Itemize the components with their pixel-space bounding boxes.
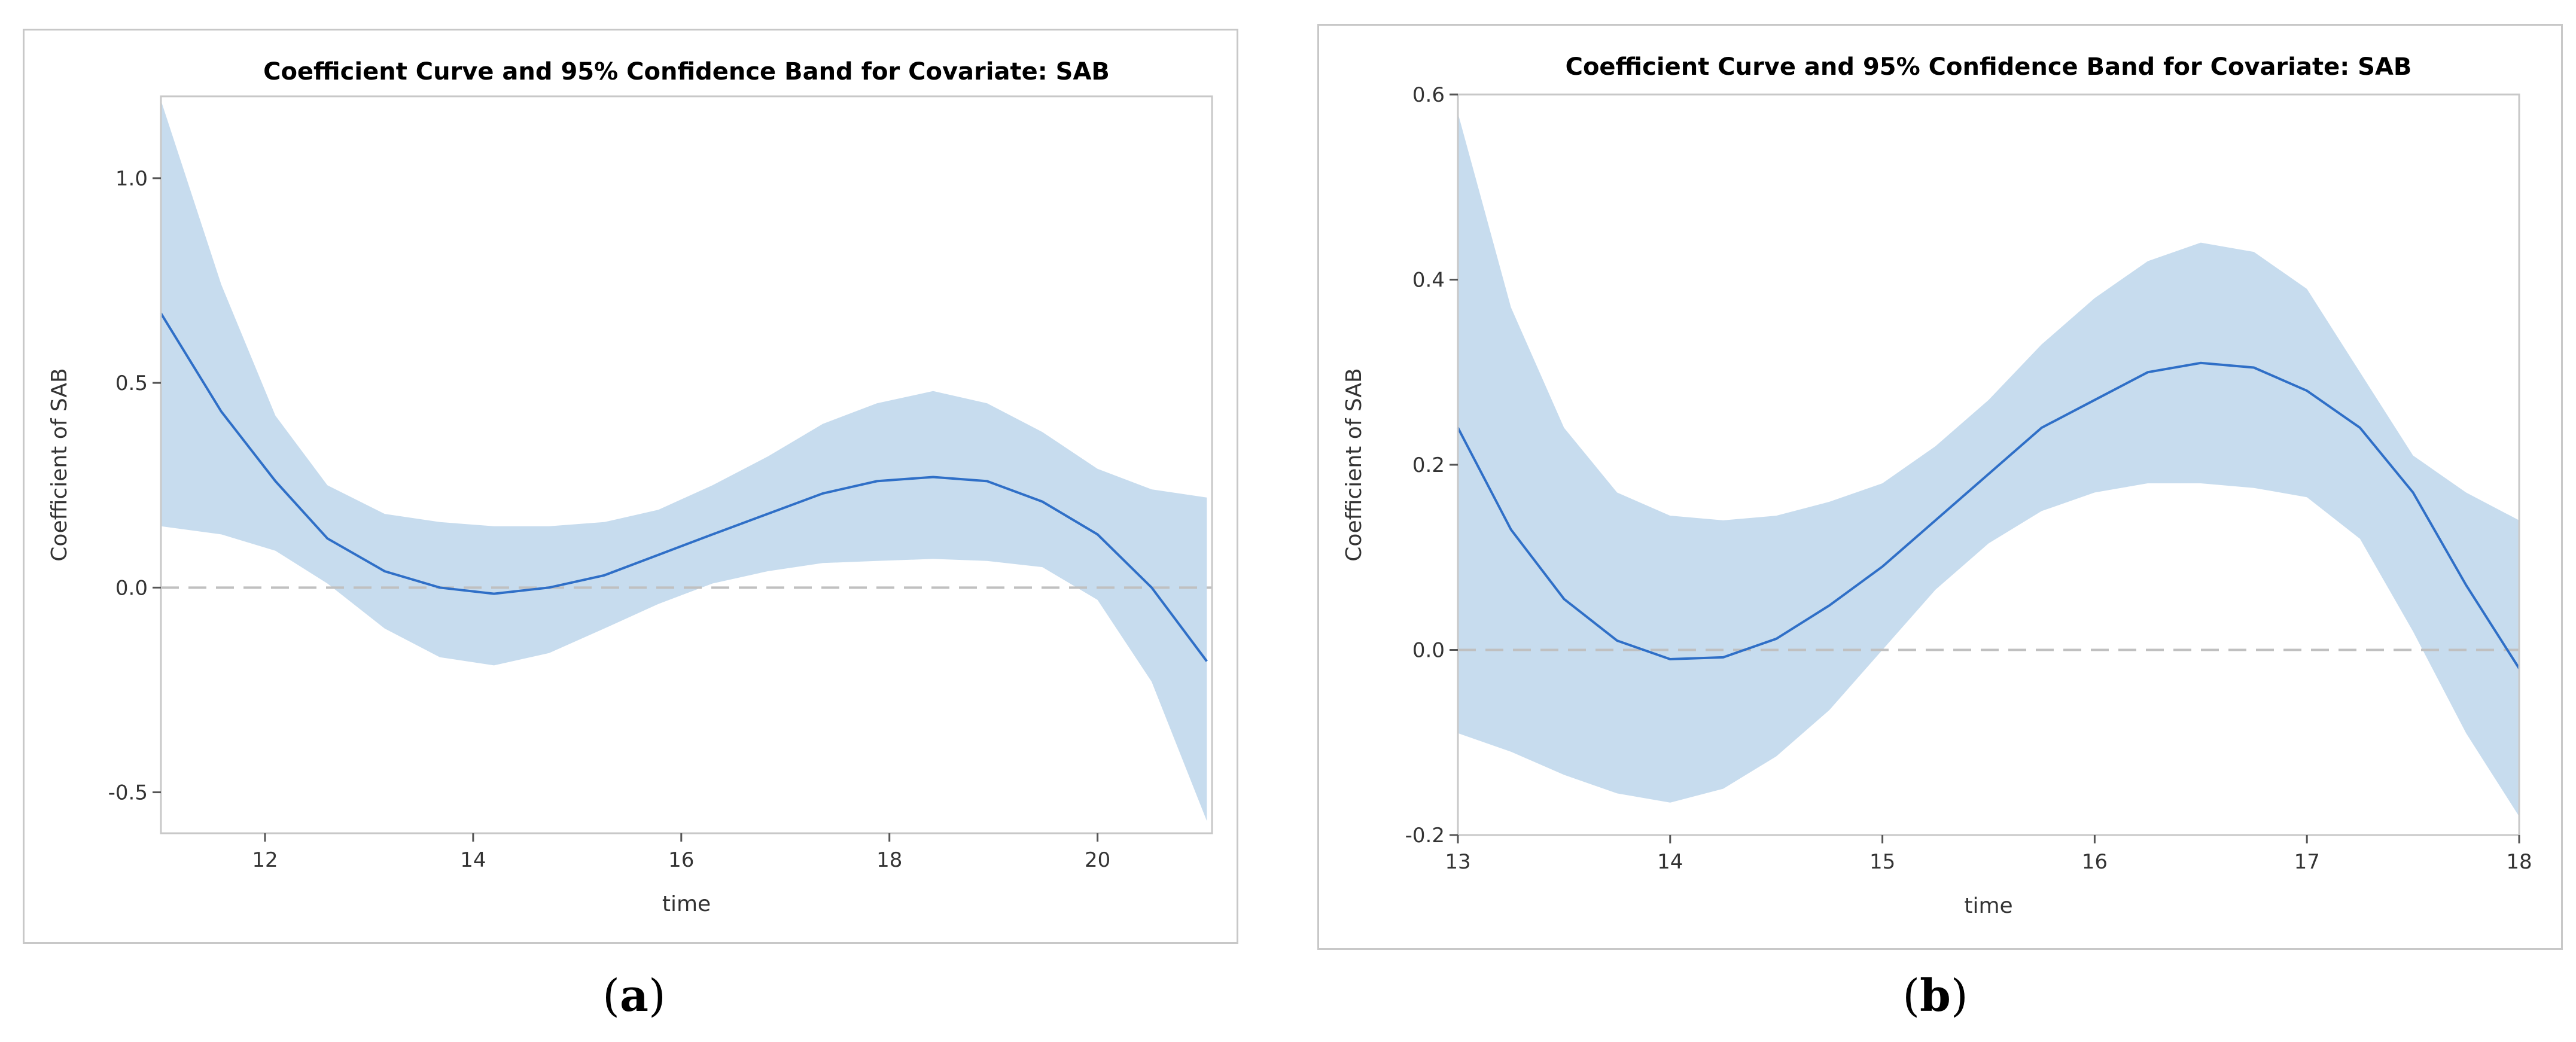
- chart-b-xtick-label: 16: [2082, 850, 2108, 874]
- chart-a-xtick-label: 20: [1085, 848, 1110, 872]
- chart-a-ytick-label: 0.0: [115, 576, 148, 600]
- chart-b-coefficient-line: [1457, 361, 2520, 669]
- chart-panel-b: Coefficient Curve and 95% Confidence Ban…: [1317, 24, 2563, 950]
- chart-a-ytick-label: 0.5: [115, 371, 148, 395]
- chart-a-title: Coefficient Curve and 95% Confidence Ban…: [263, 58, 1110, 86]
- chart-b-svg: Coefficient Curve and 95% Confidence Ban…: [1342, 53, 2532, 918]
- caption-a-letter: a: [620, 970, 648, 1022]
- caption-b-letter: b: [1920, 970, 1951, 1022]
- chart-a-coefficient-line: [160, 312, 1208, 662]
- chart-a-y-axis-label: Coefficient of SAB: [47, 368, 72, 561]
- chart-b-xtick-label: 18: [2506, 850, 2532, 874]
- chart-b-confidence-band: [1458, 113, 2519, 816]
- chart-a-plot-frame: [160, 95, 1213, 834]
- chart-b-y-axis-label: Coefficient of SAB: [1342, 368, 1366, 561]
- chart-a-x-axis-label: time: [662, 892, 711, 916]
- chart-b-ytick-label: 0.4: [1412, 269, 1445, 293]
- chart-a-xtick-label: 16: [668, 848, 694, 872]
- chart-b-x-axis-label: time: [1964, 894, 2012, 918]
- chart-a-confidence-band: [161, 100, 1207, 821]
- chart-a-ytick-label: -0.5: [108, 781, 148, 805]
- chart-b-ytick-label: 0.6: [1412, 83, 1445, 107]
- chart-b-ytick-label: -0.2: [1405, 824, 1445, 848]
- chart-b-ytick-label: 0.0: [1412, 639, 1445, 663]
- chart-panel-a: Coefficient Curve and 95% Confidence Ban…: [23, 29, 1238, 944]
- chart-b-xtick-label: 17: [2294, 850, 2320, 874]
- chart-a-ytick-label: 1.0: [115, 167, 148, 191]
- chart-b-xtick-label: 14: [1657, 850, 1683, 874]
- chart-b-ytick-label: 0.2: [1412, 453, 1445, 477]
- chart-a-svg: Coefficient Curve and 95% Confidence Ban…: [47, 58, 1213, 916]
- chart-a-xtick-label: 14: [460, 848, 486, 872]
- chart-b-xtick-label: 15: [1869, 850, 1895, 874]
- chart-b-xtick-label: 13: [1445, 850, 1470, 874]
- caption-b: (b): [1902, 970, 1968, 1022]
- chart-b-title: Coefficient Curve and 95% Confidence Ban…: [1566, 53, 2412, 81]
- chart-a-xtick-label: 12: [252, 848, 278, 872]
- caption-a: (a): [602, 970, 666, 1022]
- chart-a-xtick-label: 18: [876, 848, 902, 872]
